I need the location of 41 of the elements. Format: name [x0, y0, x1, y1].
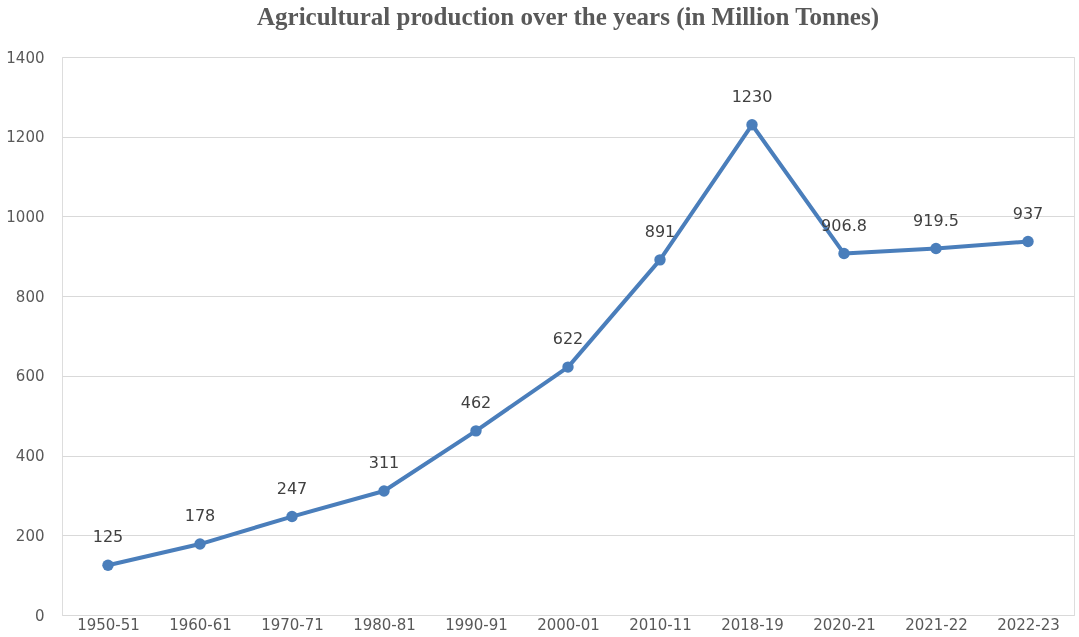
y-tick-label: 1000: [6, 207, 45, 226]
x-tick-label: 2010-11: [629, 615, 692, 634]
data-label: 125: [92, 527, 124, 547]
y-tick-label: 1200: [6, 128, 45, 147]
y-tick-label: 0: [34, 606, 45, 625]
data-label: 178: [184, 506, 216, 526]
x-tick-label: 2020-21: [813, 615, 876, 634]
point: [470, 425, 482, 437]
data-label: 311: [368, 453, 400, 473]
x-tick-label: 2022-23: [997, 615, 1060, 634]
data-label: 919.5: [913, 210, 959, 230]
y-tick-label: 400: [15, 447, 45, 466]
point: [930, 242, 942, 255]
chart-title: Agricultural production over the years (in Million Tonnes): [256, 3, 880, 31]
x-tick-label: 1980-81: [353, 615, 416, 634]
y-tick-label: 800: [15, 287, 45, 306]
y-tick-label: 1400: [6, 48, 45, 67]
data-label: 622: [552, 329, 584, 349]
x-tick-label: 2021-22: [905, 615, 968, 634]
y-tick-label: 600: [15, 367, 45, 386]
point: [838, 247, 850, 260]
point: [194, 538, 206, 550]
point: [378, 485, 390, 497]
data-label: 891: [644, 221, 676, 241]
x-tick-label: 1950-51: [77, 615, 140, 634]
x-tick-label: 1990-91: [445, 615, 508, 634]
data-label: 462: [460, 392, 492, 412]
point: [1022, 235, 1034, 248]
data-label: 1230: [731, 86, 773, 106]
point: [562, 361, 574, 373]
point: [286, 510, 298, 523]
data-label: 247: [276, 478, 308, 498]
point: [102, 559, 114, 571]
point: [654, 254, 666, 266]
x-tick-label: 1970-71: [261, 615, 324, 634]
x-tick-label: 2000-01: [537, 615, 600, 634]
y-tick-label: 200: [15, 526, 45, 545]
point: [746, 119, 758, 131]
data-label: 937: [1012, 203, 1044, 223]
x-tick-label: 1960-61: [169, 615, 232, 634]
x-tick-label: 2018-19: [721, 615, 784, 634]
